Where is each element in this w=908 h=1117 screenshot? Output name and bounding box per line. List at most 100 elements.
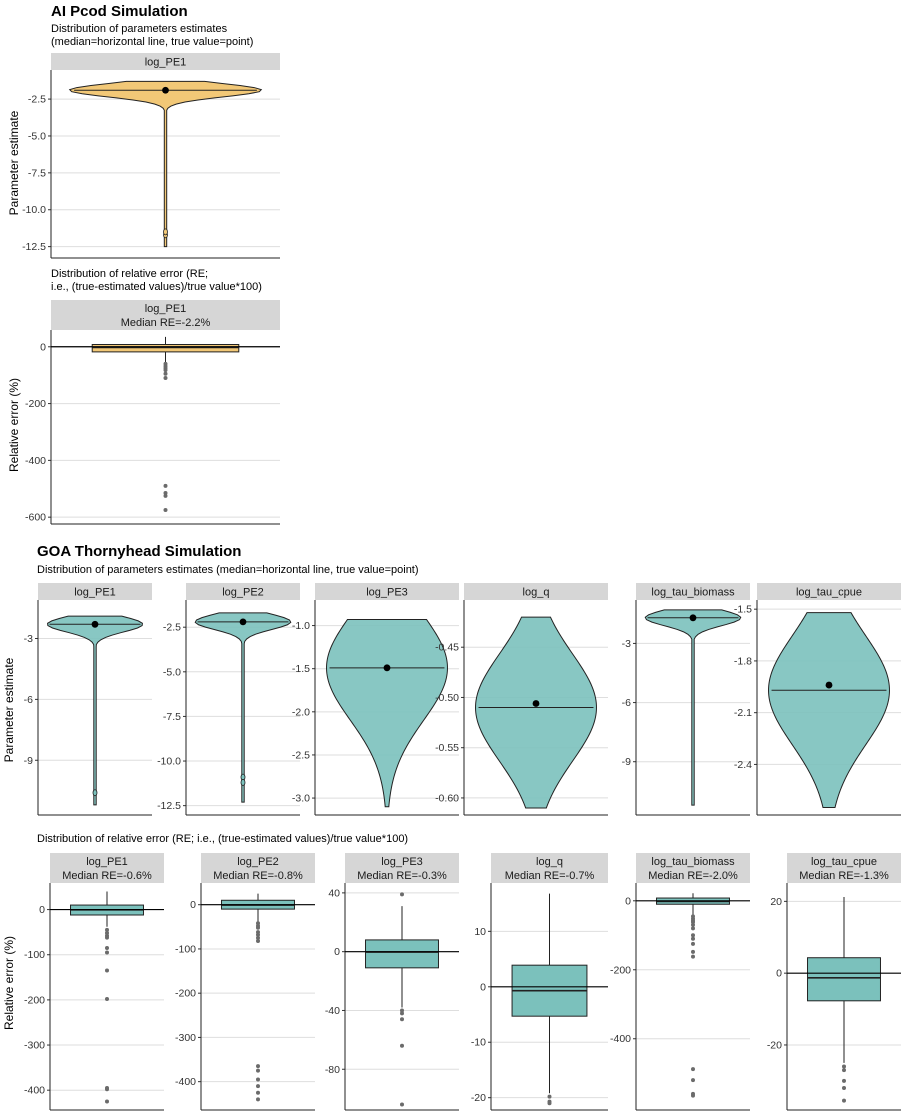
- box-3-log-PE1-tick-label: -100: [24, 949, 45, 961]
- box-3-log-PE2-strip-stat: Median RE=-0.8%: [213, 870, 303, 882]
- box-3-log-PE2-strip: [201, 853, 315, 883]
- box-3-log-tau-biomass-tick-label: 0: [625, 895, 631, 907]
- box-3-log-PE3-strip-label: log_PE3: [381, 856, 423, 868]
- goa-re-subtitle: Distribution of relative error (RE; i.e.…: [37, 833, 409, 845]
- violin-2-log-tau-cpue-true-value-point: [825, 681, 833, 689]
- box-3-log-PE1-strip-label: log_PE1: [86, 856, 128, 868]
- violin-2-log-tau-biomass-true-value-point: [689, 614, 697, 622]
- box-3-log-PE1-outlier: [105, 950, 109, 955]
- box-3-log-PE2-outlier: [256, 932, 260, 937]
- violin-2-log-PE3-tick-label: -2.5: [292, 749, 310, 761]
- violin-2-log-q-tick-label: -0.55: [435, 742, 459, 754]
- box-1-log-PE1-outlier: [163, 508, 168, 513]
- violin-2-log-tau-biomass-tick-label: -9: [622, 756, 631, 768]
- violin-0-log-PE1-tick-label: -12.5: [22, 241, 46, 253]
- box-3-log-tau-biomass-strip-stat: Median RE=-2.0%: [648, 870, 738, 882]
- box-3-log-PE2-tick-label: -100: [175, 943, 196, 955]
- box-3-log-tau-cpue-outlier: [842, 1064, 846, 1069]
- box-3-log-tau-cpue-outlier: [842, 1098, 846, 1103]
- box-1-log-PE1-outlier: [163, 493, 168, 498]
- violin-2-log-tau-biomass-tick-label: -6: [622, 697, 631, 709]
- box-3-log-PE2-outlier: [256, 1090, 260, 1095]
- box-1-log-PE1-outlier: [163, 371, 168, 376]
- violin-2-log-PE1-strip-label: log_PE1: [74, 587, 116, 599]
- violin-2-log-PE2-strip-label: log_PE2: [222, 587, 264, 599]
- ai-re-subtitle: Distribution of relative error (RE; i.e.…: [51, 268, 262, 293]
- box-3-log-PE1-strip-stat: Median RE=-0.6%: [62, 870, 152, 882]
- box-3-log-PE2-outlier: [256, 935, 260, 940]
- box-3-log-tau-cpue-outlier: [842, 1086, 846, 1091]
- box-3-log-PE2-tick-label: 0: [190, 899, 196, 911]
- violin-0-log-PE1-tail-bump: [163, 228, 168, 236]
- box-1-log-PE1-tick-label: -600: [25, 512, 46, 524]
- violin-2-log-PE3-tick-label: -2.0: [292, 706, 310, 718]
- box-3-log-PE1-outlier: [105, 1087, 109, 1092]
- box-3-log-tau-cpue-strip-label: log_tau_cpue: [811, 856, 877, 868]
- box-3-log-PE1-tick-label: -400: [24, 1085, 45, 1097]
- box-3-log-PE1-outlier: [105, 968, 109, 973]
- box-3-log-PE1-outlier: [105, 1099, 109, 1104]
- box-3-log-PE2-tick-label: -400: [175, 1076, 196, 1088]
- box-3-log-q-strip: [491, 853, 608, 883]
- violin-2-log-tau-biomass-panel: log_tau_biomass -3 -6 -9: [622, 583, 750, 816]
- box-1-log-PE1-outlier: [163, 491, 168, 496]
- violin-2-log-PE1-tick-label: -9: [24, 755, 33, 767]
- box-3-log-PE1-strip: [50, 853, 164, 883]
- box-3-log-PE3-outlier: [400, 1017, 404, 1022]
- violin-0-log-PE1-tick-label: -5.0: [28, 130, 46, 142]
- box-3-log-tau-cpue-strip: [787, 853, 901, 883]
- box-3-log-tau-cpue-outlier: [842, 1078, 846, 1083]
- violin-2-log-tau-cpue-tick-label: -1.8: [734, 655, 752, 667]
- violin-2-log-PE2-tick-label: -12.5: [157, 800, 181, 812]
- box-3-log-PE3-strip: [345, 853, 459, 883]
- box-3-log-PE1-tick-label: 0: [39, 904, 45, 916]
- violin-2-log-PE3-tick-label: -1.5: [292, 663, 310, 675]
- box-3-log-tau-biomass-outlier: [691, 954, 695, 959]
- violin-2-log-PE2-tick-label: -7.5: [163, 711, 181, 723]
- violin-2-log-tau-biomass-tick-label: -3: [622, 638, 631, 650]
- violin-2-log-q-tick-label: -0.45: [435, 642, 459, 654]
- box-3-log-tau-biomass-outlier: [691, 941, 695, 946]
- box-3-log-PE2-strip-label: log_PE2: [237, 856, 279, 868]
- violin-0-log-PE1-tick-label: -10.0: [22, 204, 46, 216]
- box-1-log-PE1-panel: log_PE1 Median RE=-2.2% 0 -200 -400 -600: [25, 300, 280, 525]
- violin-2-log-PE3-strip-label: log_PE3: [366, 587, 408, 599]
- violin-2-log-tau-cpue-tick-label: -2.4: [734, 759, 752, 771]
- goa-section-title: GOA Thornyhead Simulation: [37, 543, 242, 560]
- box-3-log-tau-biomass-panel: log_tau_biomass Median RE=-2.0% 0 -200 -400: [610, 853, 750, 1111]
- violin-2-log-PE2-tick-label: -2.5: [163, 622, 181, 634]
- violin-0-log-PE1-tick-label: -7.5: [28, 167, 46, 179]
- box-3-log-PE1-panel: log_PE1 Median RE=-0.6% 0 -100 -200 -300 -400: [24, 853, 164, 1111]
- box-3-log-q-tick-label: 10: [474, 926, 486, 938]
- violin-2-log-PE3-panel: log_PE3 -1.0 -1.5 -2.0 -2.5 -3.0: [292, 583, 459, 816]
- violin-2-log-PE2-panel: log_PE2 -2.5 -5.0 -7.5 -10.0 -12.5: [157, 583, 300, 816]
- box-3-log-tau-cpue-panel: log_tau_cpue Median RE=-1.3% 20 0 -20: [767, 853, 901, 1111]
- box-3-log-PE3-outlier: [400, 892, 404, 897]
- box-3-log-tau-biomass-outlier: [691, 1093, 695, 1098]
- box-3-log-tau-cpue-strip-stat: Median RE=-1.3%: [799, 870, 889, 882]
- violin-2-log-tau-cpue-tick-label: -1.5: [734, 604, 752, 616]
- box-3-log-tau-cpue-tick-label: 20: [770, 896, 782, 908]
- box-3-log-PE3-tick-label: -40: [325, 1005, 340, 1017]
- violin-2-log-q-true-value-point: [532, 700, 540, 707]
- violin-2-log-PE2-tail-bump: [240, 779, 246, 786]
- box-3-log-tau-biomass-outlier: [691, 926, 695, 931]
- box-3-log-tau-biomass-outlier: [691, 949, 695, 954]
- box-3-log-PE1-outlier: [105, 935, 109, 940]
- box-3-log-tau-cpue-box: [807, 957, 881, 1002]
- box-3-log-q-tick-label: 0: [480, 981, 486, 993]
- violin-2-log-PE2-strip: [186, 583, 300, 600]
- violin-2-log-tau-cpue-tick-label: -2.1: [734, 707, 752, 719]
- box-3-log-q-strip-label: log_q: [536, 856, 563, 868]
- box-3-log-PE1-outlier: [105, 927, 109, 932]
- box-1-log-PE1-tick-label: -200: [25, 398, 46, 410]
- box-3-log-PE2-tick-label: -300: [175, 1032, 196, 1044]
- violin-2-log-PE1-tick-label: -6: [24, 694, 33, 706]
- box-3-log-PE2-outlier: [256, 1064, 260, 1069]
- violin-2-log-tau-cpue-strip-label: log_tau_cpue: [796, 587, 862, 599]
- violin-0-log-PE1-true-value-point: [162, 86, 169, 94]
- box-3-log-q-tick-label: -10: [471, 1037, 486, 1049]
- box-3-log-tau-biomass-tick-label: -400: [610, 1033, 631, 1045]
- box-3-log-PE1-outlier: [105, 945, 109, 950]
